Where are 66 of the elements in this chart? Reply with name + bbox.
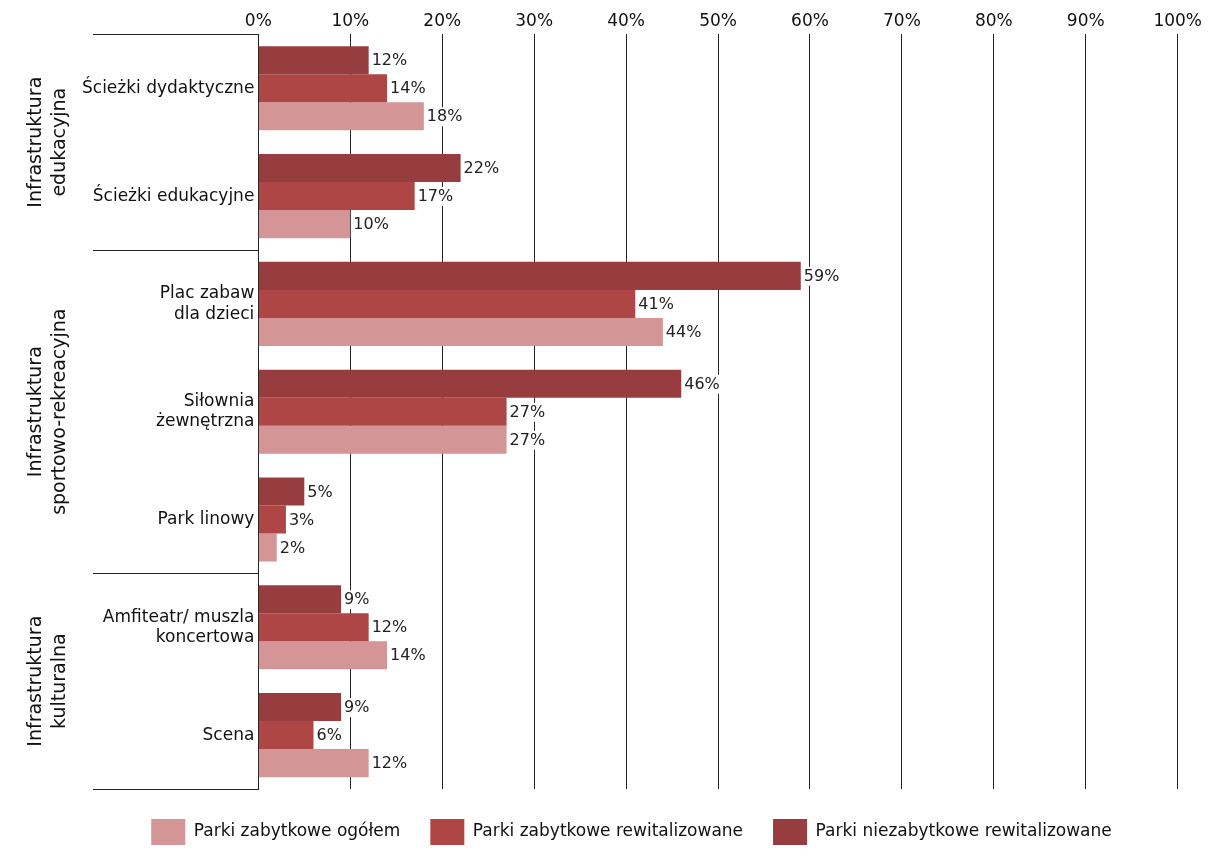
data-label: 46%: [684, 373, 720, 393]
x-tick-label: 20%: [423, 9, 462, 30]
x-tick-label: 70%: [883, 9, 921, 30]
text: Infrastruktura sportowo-rekreacyjna: [22, 308, 69, 515]
bar: [258, 397, 507, 426]
text: Infrastruktura edukacyjna: [22, 76, 69, 208]
data-label: 27%: [509, 401, 546, 421]
data-label: 12%: [371, 617, 408, 637]
data-label: 3%: [288, 509, 315, 529]
bar: [258, 74, 388, 103]
y-tick-label: Siłownia żewnętrzna: [156, 389, 255, 431]
bar: [258, 641, 388, 670]
x-tick-label: 0%: [244, 9, 272, 30]
data-label: 9%: [344, 589, 370, 609]
data-label: 2%: [279, 537, 306, 557]
legend-label: Parki zabytkowe rewitalizowane: [472, 820, 744, 841]
x-tick-label: 60%: [791, 9, 829, 30]
x-tick-label: 10%: [331, 9, 370, 30]
y-tick-label: Plac zabaw dla dzieci: [159, 282, 255, 323]
data-label: 14%: [390, 645, 426, 665]
x-tick-label: 80%: [974, 9, 1013, 30]
bar: [258, 317, 663, 346]
bar: [258, 505, 286, 534]
data-label: 17%: [417, 186, 454, 206]
y-tick-label: Ścieżki edukacyjne: [92, 183, 255, 205]
bar: [258, 721, 314, 750]
text: Infrastruktura kulturalna: [22, 615, 69, 747]
x-tick-label: 40%: [607, 9, 645, 30]
data-label: 6%: [316, 725, 342, 745]
bar: [258, 261, 801, 290]
data-label: 12%: [371, 50, 408, 70]
y-tick-label: Ścieżki dydaktyczne: [81, 75, 255, 97]
x-tick-label: 30%: [515, 9, 554, 30]
data-label: 44%: [665, 322, 702, 342]
x-tick-label: 100%: [1153, 9, 1202, 30]
bar: [258, 102, 424, 131]
bar: [258, 693, 342, 722]
data-label: 12%: [371, 753, 408, 773]
bar: [258, 210, 351, 239]
data-label: 27%: [509, 429, 546, 449]
bar: [258, 425, 507, 454]
bar: [258, 289, 636, 318]
y-tick-label: Park linowy: [157, 507, 255, 528]
bar: [258, 182, 415, 211]
bar: [258, 46, 369, 75]
data-label: 41%: [638, 294, 674, 314]
bar: [258, 613, 369, 642]
data-label: 9%: [344, 697, 370, 717]
bar: [258, 749, 369, 778]
data-label: 14%: [390, 78, 426, 98]
bar: [258, 533, 277, 562]
data-label: 22%: [463, 158, 500, 178]
x-tick-label: 50%: [699, 9, 737, 30]
legend-label: Parki zabytkowe ogółem: [193, 820, 401, 841]
y-tick-label: Scena: [202, 723, 255, 744]
data-label: 5%: [307, 481, 333, 501]
legend-label: Parki niezabytkowe rewitalizowane: [815, 820, 1112, 841]
bar: [258, 369, 682, 398]
y-tick-label: Amfiteatr/ muszla koncertowa: [102, 605, 255, 646]
bar: [258, 477, 305, 506]
x-tick-label: 90%: [1066, 9, 1105, 30]
bar: [258, 585, 342, 614]
bar: [258, 154, 461, 183]
data-label: 18%: [426, 106, 463, 126]
data-label: 10%: [353, 214, 389, 234]
data-label: 59%: [803, 266, 840, 286]
